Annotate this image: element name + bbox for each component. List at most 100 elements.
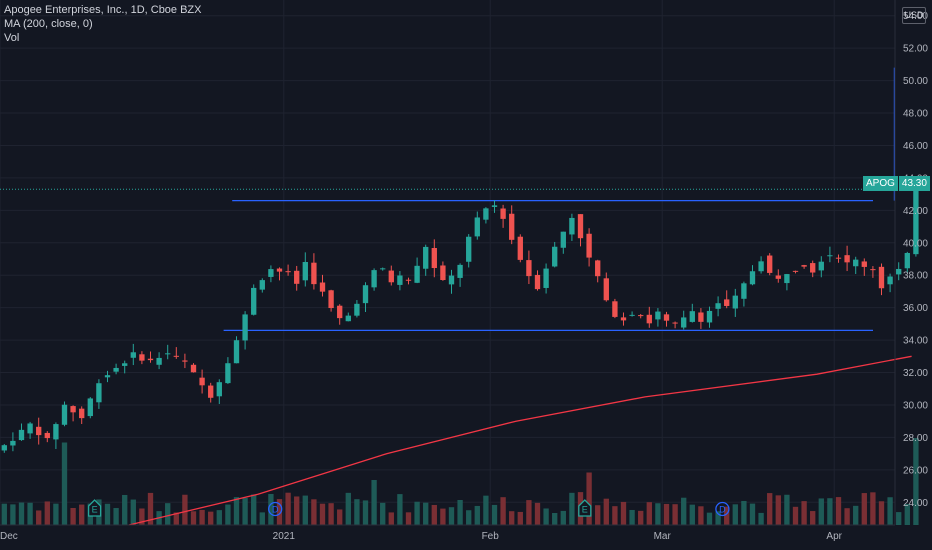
price-tick-label: 40.00 — [903, 238, 928, 249]
candle-up — [681, 317, 687, 328]
candle-down — [724, 299, 730, 306]
candle-down — [70, 406, 76, 413]
volume-bar — [638, 510, 644, 525]
time-axis[interactable]: Dec2021FebMarAprMayJunJulAugSepOct — [0, 524, 932, 542]
candle-down — [431, 248, 437, 269]
candle-up — [629, 314, 635, 316]
candle-up — [130, 352, 136, 358]
candle-down — [311, 262, 317, 285]
candle-down — [767, 255, 773, 273]
candle-up — [569, 217, 575, 235]
volume-bar — [629, 509, 635, 525]
price-tick-label: 30.00 — [903, 400, 928, 411]
volume-bar — [620, 501, 627, 525]
candle-up — [104, 375, 111, 378]
candle-up — [53, 424, 59, 440]
volume-bar — [844, 508, 850, 525]
volume-bar — [311, 499, 317, 525]
candle-up — [10, 440, 16, 446]
volume-bar — [414, 501, 420, 525]
volume-bar — [500, 497, 506, 525]
price-tick-label: 38.00 — [903, 271, 928, 282]
symbol-tag: APOG — [863, 176, 898, 191]
volume-bar — [27, 502, 33, 525]
marker-label: D — [272, 505, 279, 515]
candle-down — [199, 377, 205, 386]
price-tick-label: 52.00 — [903, 44, 928, 55]
price-tick-label: 34.00 — [903, 336, 928, 347]
ma-indicator-label[interactable]: MA (200, close, 0) — [4, 18, 93, 30]
volume-bar — [113, 508, 119, 525]
volume-bar — [595, 505, 601, 525]
candle-down — [663, 314, 670, 321]
candle-up — [749, 271, 756, 285]
candle-down — [620, 317, 627, 321]
candle-up — [474, 217, 480, 237]
candle-down — [861, 261, 867, 267]
candle-down — [517, 236, 523, 260]
dividend-marker[interactable]: D — [268, 501, 283, 517]
volume-bar — [689, 504, 695, 525]
event-markers[interactable]: EDEDEDE — [87, 499, 932, 517]
volume-bar — [182, 494, 188, 525]
candle-down — [173, 355, 179, 357]
candle-down — [440, 265, 446, 281]
candle-down — [500, 208, 506, 219]
volume-bar — [724, 506, 730, 525]
time-tick-label: Feb — [482, 531, 500, 542]
volume-indicator-label[interactable]: Vol — [4, 32, 20, 44]
earnings-marker[interactable]: E — [578, 499, 592, 517]
candle-up — [483, 208, 489, 220]
candle-up — [448, 275, 455, 285]
volume-bar — [474, 505, 480, 525]
ma-200-line — [128, 355, 912, 526]
candle-down — [44, 432, 50, 439]
price-tick-label: 28.00 — [903, 433, 928, 444]
time-tick-label: 2021 — [273, 531, 296, 542]
volume-bar — [130, 499, 136, 525]
candle-up — [423, 246, 429, 269]
volume-bar — [268, 493, 274, 525]
candle-down — [775, 275, 781, 279]
candle-down — [792, 270, 799, 272]
candle-up — [784, 274, 790, 284]
volume-bar — [672, 504, 678, 525]
candle-up — [1, 445, 7, 451]
candle-up — [758, 261, 764, 272]
volume-bar — [904, 504, 910, 525]
volume-bar — [861, 493, 867, 525]
currency-button[interactable]: USD — [902, 7, 926, 24]
candle-up — [380, 268, 386, 270]
last-price-tag: APOG 43.30 — [863, 176, 930, 191]
candle-down — [526, 260, 532, 277]
volume-bar — [801, 501, 807, 525]
volume-bar — [749, 503, 756, 525]
candle-up — [904, 252, 910, 269]
candle-up — [216, 382, 222, 397]
candle-down — [285, 271, 291, 273]
time-tick-label: Mar — [654, 531, 672, 542]
candle-up — [113, 367, 119, 372]
volume-bar — [294, 496, 300, 525]
candle-down — [870, 269, 876, 271]
candle-up — [354, 303, 360, 316]
volume-bar — [715, 511, 721, 525]
volume-bar — [792, 506, 799, 525]
volume-bar — [302, 495, 308, 525]
symbol-title[interactable]: Apogee Enterprises, Inc., 1D, Cboe BZX — [4, 4, 202, 16]
price-tick-label: 46.00 — [903, 141, 928, 152]
dividend-marker[interactable]: D — [715, 501, 730, 517]
marker-shape — [715, 501, 730, 517]
candle-up — [156, 357, 162, 365]
volume-bar — [285, 492, 291, 525]
earnings-marker[interactable]: E — [87, 499, 102, 517]
volume-bar — [1, 503, 7, 525]
candle-down — [844, 255, 850, 263]
volume-bar — [569, 492, 575, 525]
volume-bar — [233, 497, 240, 525]
volume-bar — [362, 500, 369, 525]
price-axis[interactable]: 24.00 26.00 28.00 30.00 32.00 34.00 36.00 38.00… — [894, 0, 928, 525]
candle-down — [36, 426, 42, 436]
